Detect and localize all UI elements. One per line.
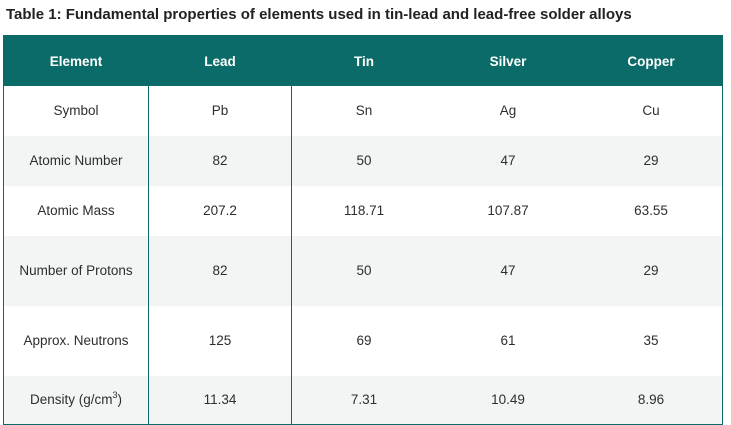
cell-lead: 82 bbox=[148, 236, 292, 306]
row-label: Symbol bbox=[53, 103, 99, 118]
cell-copper: 29 bbox=[643, 153, 659, 168]
row-label: Density (g/cm3) bbox=[4, 376, 148, 424]
density-label-text: Density (g/cm3) bbox=[29, 389, 123, 407]
row-label: Approx. Neutrons bbox=[23, 333, 129, 348]
cell-copper: 35 bbox=[643, 333, 659, 348]
properties-table: Element Lead Tin Silver Copper Symbol Pb… bbox=[3, 35, 723, 425]
cell-silver: 10.49 bbox=[491, 392, 525, 407]
header-lead: Lead bbox=[204, 53, 236, 69]
row-label: Atomic Mass bbox=[37, 203, 115, 218]
table-header-row: Element Lead Tin Silver Copper bbox=[4, 36, 722, 86]
table-row-atomic-mass: Atomic Mass 207.2 118.71 107.87 63.55 bbox=[4, 186, 722, 236]
cell-lead: 82 bbox=[148, 136, 292, 186]
header-copper: Copper bbox=[627, 53, 675, 69]
cell-lead: 125 bbox=[148, 306, 292, 376]
cell-tin: 118.71 bbox=[343, 203, 385, 218]
cell-tin: 50 bbox=[356, 263, 372, 278]
table-caption: Table 1: Fundamental properties of eleme… bbox=[6, 6, 632, 23]
cell-silver: 107.87 bbox=[487, 203, 529, 218]
table-row-protons: Number of Protons 82 50 47 29 bbox=[4, 236, 722, 306]
cell-silver: 47 bbox=[500, 153, 516, 168]
cell-tin: 69 bbox=[356, 333, 372, 348]
cell-tin: Sn bbox=[355, 103, 373, 118]
cell-lead: 207.2 bbox=[148, 186, 292, 236]
header-element: Element bbox=[49, 53, 103, 69]
cell-copper: 29 bbox=[643, 263, 659, 278]
cell-copper: Cu bbox=[642, 103, 660, 118]
row-label: Atomic Number bbox=[29, 153, 123, 168]
cell-tin: 50 bbox=[356, 153, 372, 168]
cell-lead: Pb bbox=[148, 86, 292, 136]
table-row-neutrons: Approx. Neutrons 125 69 61 35 bbox=[4, 306, 722, 376]
cell-silver: 61 bbox=[500, 333, 516, 348]
table-row-atomic-number: Atomic Number 82 50 47 29 bbox=[4, 136, 722, 186]
cell-silver: 47 bbox=[500, 263, 516, 278]
header-tin: Tin bbox=[354, 53, 374, 69]
cell-silver: Ag bbox=[499, 103, 517, 118]
row-label: Number of Protons bbox=[19, 263, 133, 278]
table-row-density: Density (g/cm3) 11.34 7.31 10.49 8.96 bbox=[4, 376, 722, 424]
cell-lead: 11.34 bbox=[148, 376, 292, 424]
cell-copper: 8.96 bbox=[637, 392, 665, 407]
cell-copper: 63.55 bbox=[634, 203, 668, 218]
cell-tin: 7.31 bbox=[350, 392, 378, 407]
table-row-symbol: Symbol Pb Sn Ag Cu bbox=[4, 86, 722, 136]
header-silver: Silver bbox=[489, 53, 527, 69]
